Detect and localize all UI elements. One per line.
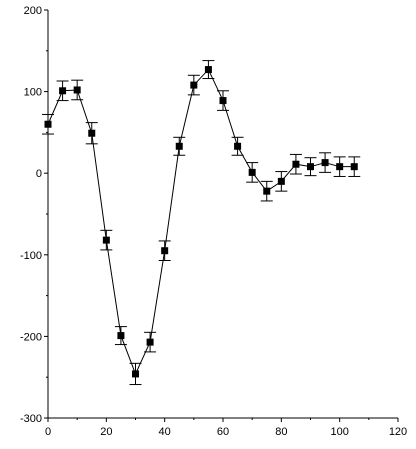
y-tick-label: 0	[36, 168, 42, 180]
y-tick-label: 200	[24, 5, 42, 17]
data-point	[321, 159, 329, 167]
x-tick-label: 100	[330, 426, 348, 438]
data-point	[132, 370, 139, 378]
data-point	[336, 163, 344, 171]
y-tick-label: 100	[24, 87, 42, 99]
data-point	[102, 236, 110, 244]
data-point	[219, 97, 227, 105]
x-tick-label: 40	[159, 426, 171, 438]
data-point	[161, 247, 169, 255]
x-tick-label: 80	[275, 426, 287, 438]
y-tick-label: -300	[20, 413, 42, 425]
y-tick-label: -100	[20, 250, 42, 262]
axes	[47, 10, 398, 419]
x-tick-label: 60	[217, 426, 229, 438]
data-point	[190, 81, 198, 89]
data-point	[117, 332, 125, 340]
data-point	[234, 142, 242, 150]
ticks: -300 -200 -100 0 100 200 0 20 40 60 80 100 120	[20, 5, 407, 438]
data-point	[44, 120, 52, 128]
data-point	[248, 168, 256, 176]
data-point	[175, 142, 183, 150]
data-point	[88, 129, 96, 137]
x-tick-label: 20	[100, 426, 112, 438]
data-point	[307, 163, 314, 171]
y-tick-label: -200	[20, 331, 42, 343]
x-tick-label: 0	[45, 426, 51, 438]
data-point	[59, 87, 67, 95]
data-point	[292, 160, 300, 168]
data-point	[146, 338, 154, 346]
data-point	[204, 66, 212, 74]
data-point	[350, 163, 358, 171]
data-point	[277, 177, 285, 185]
data-point	[263, 187, 271, 195]
x-tick-label: 120	[389, 426, 407, 438]
data-series	[42, 60, 361, 386]
series-line	[47, 68, 355, 376]
data-point	[73, 86, 81, 94]
